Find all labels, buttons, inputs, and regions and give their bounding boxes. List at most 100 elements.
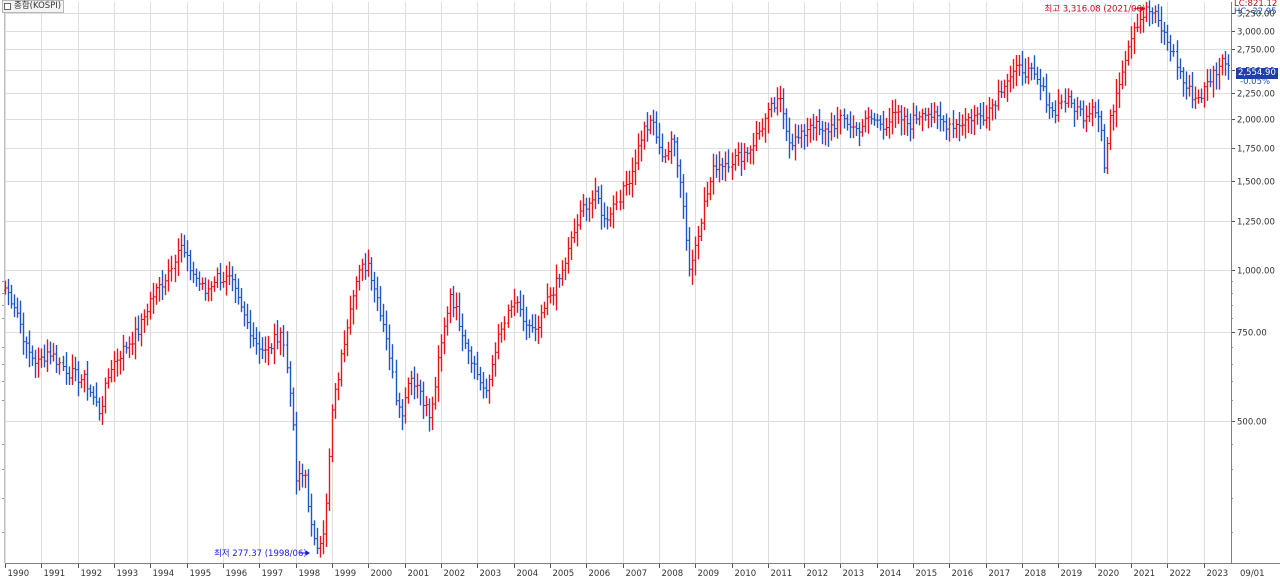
price-bar (1157, 4, 1160, 27)
plot-area (5, 2, 1231, 563)
price-bar (603, 202, 606, 228)
price-bar (921, 108, 924, 132)
price-bar (1030, 62, 1033, 81)
price-bar (912, 102, 915, 139)
price-bar (174, 254, 177, 283)
price-bar (1166, 24, 1169, 51)
price-bar (948, 117, 951, 142)
price-bar (585, 197, 588, 222)
price-bar (152, 282, 155, 314)
price-bar (531, 314, 534, 333)
price-bar (307, 469, 310, 513)
price-bar (1136, 13, 1139, 33)
price-bar (1073, 98, 1076, 127)
price-bar (1027, 56, 1030, 85)
y-tick-label: 1,750.00 (1237, 145, 1275, 155)
price-bar (749, 145, 752, 165)
price-bar (485, 378, 488, 399)
price-bar (349, 295, 352, 335)
price-bar (691, 249, 694, 285)
price-bar (661, 133, 664, 163)
price-bar (546, 283, 549, 316)
price-bar (939, 101, 942, 132)
price-bar (10, 284, 13, 309)
price-bar (222, 271, 225, 288)
price-bar (255, 327, 258, 355)
price-bar (622, 181, 625, 210)
price-bar (198, 271, 201, 292)
price-bar (340, 349, 343, 387)
price-bar (1070, 90, 1073, 109)
low-annotation-label: 최저 277.37 (1998/06) (214, 548, 307, 559)
price-bar (1206, 69, 1209, 101)
price-bar (846, 114, 849, 131)
price-bar (985, 105, 988, 129)
x-tick-label: 2010 (735, 569, 757, 579)
y-tick-label: 2,750.00 (1237, 46, 1275, 56)
price-bar (1169, 34, 1172, 62)
x-tick-label: 2004 (517, 569, 539, 579)
price-bar (927, 107, 930, 129)
price-bar (649, 115, 652, 135)
price-bar (903, 107, 906, 136)
price-bar (13, 294, 16, 318)
price-bar (1194, 86, 1197, 109)
price-bar (367, 249, 370, 277)
price-bar (727, 149, 730, 173)
price-bar (833, 114, 836, 138)
price-bar (849, 111, 852, 139)
series-tag[interactable]: 종합(KOSPI) (2, 0, 65, 13)
price-bar (843, 108, 846, 129)
price-bar (609, 207, 612, 227)
price-bar (1082, 100, 1085, 129)
price-bar (700, 218, 703, 242)
price-bar (488, 374, 491, 404)
price-bar (58, 357, 61, 375)
price-bar (594, 177, 597, 210)
price-bar (401, 399, 404, 431)
price-bar (1067, 88, 1070, 108)
price-bar (803, 124, 806, 150)
price-bar (1148, 0, 1151, 27)
price-bar (640, 130, 643, 162)
price-bar (1188, 74, 1191, 97)
price-bar (715, 154, 718, 178)
price-bar (98, 397, 101, 421)
price-bar (1033, 55, 1036, 80)
price-bar (422, 381, 425, 419)
price-bar (49, 341, 52, 365)
price-bar (122, 334, 125, 371)
price-bar (861, 119, 864, 137)
price-bar (740, 142, 743, 176)
price-bar (140, 313, 143, 347)
price-bar (694, 236, 697, 276)
price-bar (1018, 55, 1021, 77)
price-bar (628, 170, 631, 196)
price-bar (295, 411, 298, 495)
series-toggle-icon[interactable] (4, 3, 11, 10)
x-tick-label: 1990 (8, 569, 30, 579)
price-bar (967, 113, 970, 134)
price-bar (718, 151, 721, 183)
price-bar (1191, 72, 1194, 109)
price-bar (343, 330, 346, 363)
price-bar (697, 225, 700, 260)
price-bar (870, 109, 873, 125)
price-bar (1160, 6, 1163, 44)
price-bar (373, 271, 376, 303)
price-bar (782, 88, 785, 130)
price-bar (355, 276, 358, 310)
price-bar (494, 342, 497, 377)
price-bar (292, 387, 295, 431)
price-bar (1045, 73, 1048, 113)
price-bar (924, 107, 927, 121)
price-bar (407, 377, 410, 404)
price-bar (827, 122, 830, 147)
price-bar (282, 325, 285, 357)
price-bar (279, 327, 282, 356)
price-bar (664, 149, 667, 164)
price-bar (500, 322, 503, 343)
x-tick-label: 2020 (1098, 569, 1120, 579)
price-bar (994, 100, 997, 120)
